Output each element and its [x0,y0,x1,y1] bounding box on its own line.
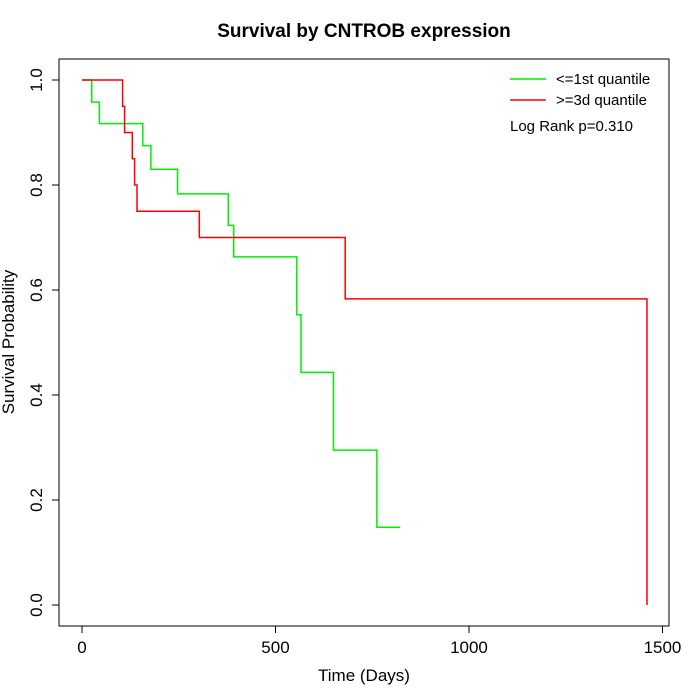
x-tick-label: 0 [77,638,86,657]
x-tick-label: 1500 [644,638,682,657]
y-axis-label: Survival Probability [0,269,18,414]
plot-frame [58,58,670,627]
x-tick-label: 1000 [450,638,488,657]
series-line-high [82,79,648,605]
log-rank-annotation: Log Rank p=0.310 [510,118,633,135]
x-tick-label: 500 [261,638,289,657]
y-tick-label: 0.8 [27,173,46,197]
y-tick-label: 0.2 [27,488,46,512]
y-tick-label: 1.0 [27,68,46,92]
y-tick-label: 0.0 [27,593,46,617]
y-axis: 0.0 0.2 0.4 0.6 0.8 1.0 [27,68,60,617]
chart-title: Survival by CNTROB expression [217,21,511,42]
y-tick-label: 0.6 [27,278,46,302]
series-line-low [82,79,401,529]
legend-label-low: <=1st quantile [556,71,650,88]
survival-curves [82,79,648,605]
y-tick-label: 0.4 [27,383,46,407]
legend: <=1st quantile >=3d quantile [510,71,650,109]
legend-label-high: >=3d quantile [556,92,647,109]
x-axis-label: Time (Days) [318,666,410,685]
x-axis: 0 500 1000 1500 [77,625,682,657]
